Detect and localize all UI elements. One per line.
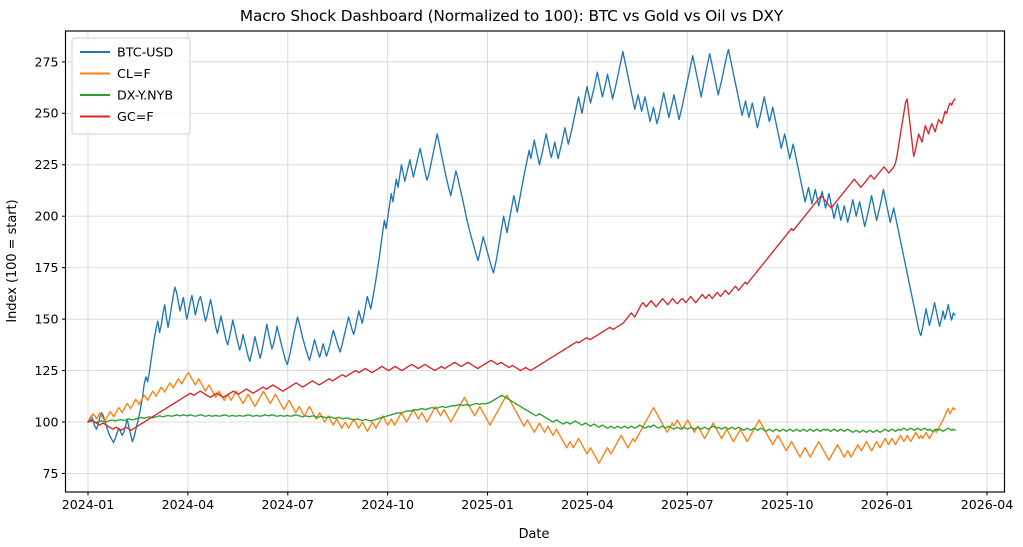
x-tick-label: 2024-01	[62, 497, 115, 512]
y-tick-label: 75	[42, 466, 58, 481]
legend-label-dx-y-nyb: DX-Y.NYB	[117, 88, 173, 103]
y-tick-label: 125	[34, 363, 58, 378]
series-line-dx-y-nyb	[87, 394, 956, 433]
legend-label-cl-f: CL=F	[117, 66, 151, 81]
x-tick-label: 2025-07	[661, 497, 714, 512]
y-tick-label: 225	[34, 157, 58, 172]
series-line-gc-f	[87, 98, 956, 431]
y-tick-label: 200	[34, 209, 58, 224]
x-tick-label: 2025-10	[761, 497, 814, 512]
chart-title: Macro Shock Dashboard (Normalized to 100…	[239, 7, 784, 25]
axes-spines	[64, 30, 1006, 493]
series-line-btc-usd	[87, 48, 956, 444]
x-axis-title: Date	[519, 527, 550, 542]
y-tick-label: 100	[34, 414, 58, 429]
x-tick-label: 2025-01	[461, 497, 514, 512]
legend-label-btc-usd: BTC-USD	[117, 45, 173, 60]
chart-legend[interactable]: BTC-USD CL=F DX-Y.NYB GC=F	[71, 37, 191, 135]
x-tick-label: 2024-10	[361, 497, 414, 512]
x-axis-ticks: 2024-01 2024-04 2024-07 2024-10 2025-01 2025-…	[62, 492, 1014, 512]
y-axis-ticks: 75 100 125 150 175 200 225 250 275	[34, 54, 66, 481]
series-line-cl-f	[87, 371, 956, 464]
y-tick-label: 275	[34, 54, 58, 69]
legend-label-gc-f: GC=F	[117, 109, 154, 124]
gridlines-group	[65, 31, 1005, 492]
y-axis-title: Index (100 = start)	[5, 199, 20, 322]
x-tick-label: 2024-04	[162, 497, 215, 512]
y-tick-label: 150	[34, 312, 58, 327]
y-tick-label: 175	[34, 260, 58, 275]
y-tick-label: 250	[34, 106, 58, 121]
x-tick-label: 2024-07	[261, 497, 314, 512]
x-tick-label: 2026-04	[961, 497, 1014, 512]
x-tick-label: 2025-04	[561, 497, 614, 512]
x-tick-label: 2026-01	[861, 497, 914, 512]
series-group	[87, 48, 956, 464]
